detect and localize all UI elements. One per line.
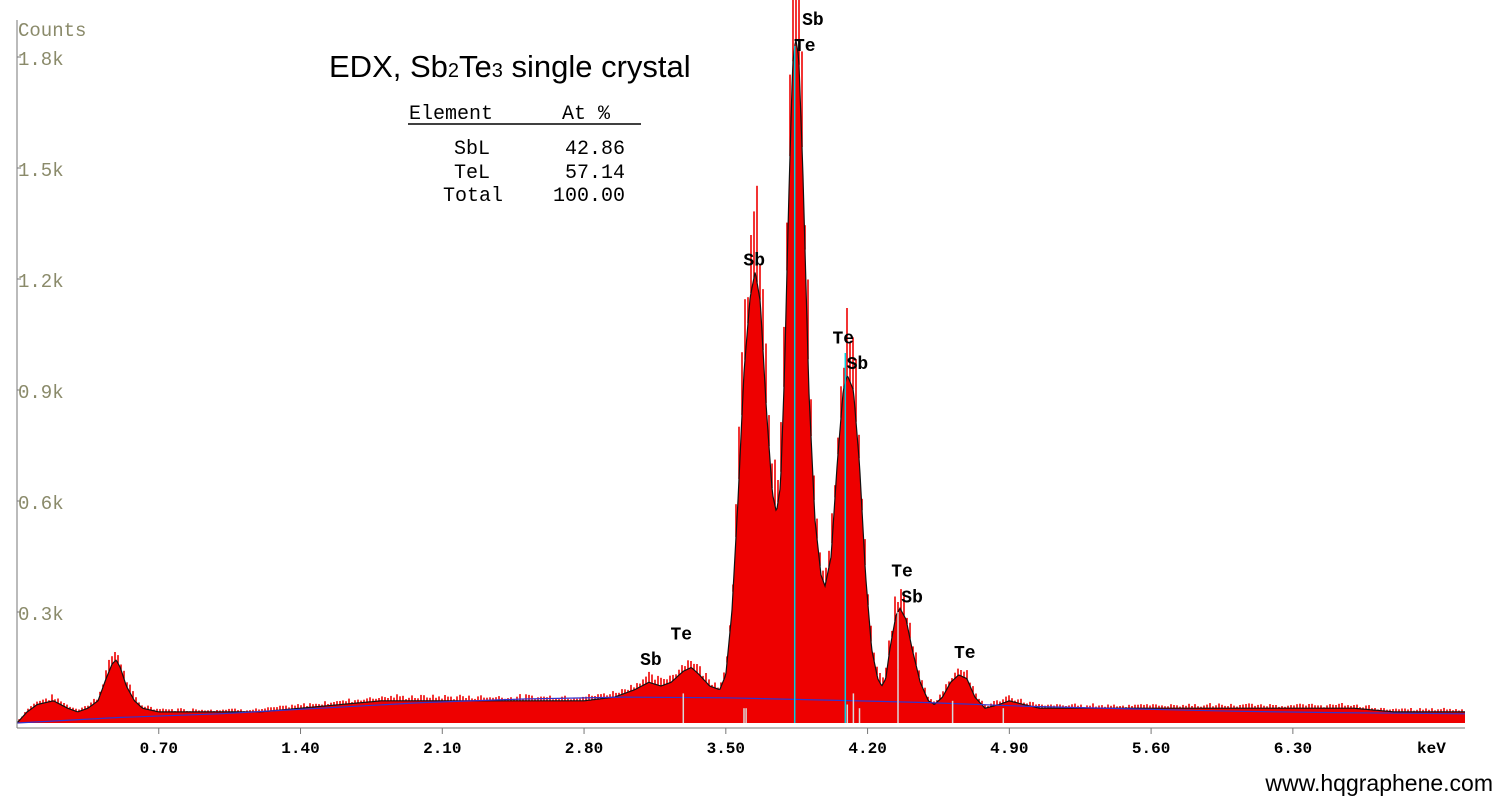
chart-title: EDX, Sb2Te3 single crystal: [329, 49, 691, 84]
table-header-value: At %: [562, 103, 611, 126]
peak-label: Sb: [743, 252, 765, 272]
y-tick-label: 0.9k: [18, 382, 64, 404]
x-axis-ticks: 0.70 1.40 2.10 2.80 3.50 4.20 4.90 5.60 6.30: [140, 728, 1312, 758]
peak-label: Te: [832, 329, 854, 349]
composition-table: Element At % SbL 42.86 TeL 57.14 Total 1…: [408, 103, 641, 208]
element-marker-lines: [682, 45, 1005, 723]
table-row-value: 100.00: [553, 185, 625, 208]
spectrum-area: [17, 40, 1465, 723]
y-tick-label: 0.3k: [18, 604, 64, 626]
x-tick-label: 5.60: [1132, 740, 1170, 758]
title-sub2: 3: [492, 60, 503, 82]
x-tick-label: 6.30: [1274, 740, 1312, 758]
x-tick-label: 1.40: [281, 740, 319, 758]
y-tick-label: 1.8k: [18, 49, 64, 71]
title-post: single crystal: [503, 49, 691, 84]
title-mid: Te: [459, 49, 492, 84]
peak-annotations: Sb Te Sb Te Sb Te Sb Sb Te Te: [640, 11, 976, 671]
website-link[interactable]: www.hqgraphene.com: [1264, 770, 1493, 796]
peak-label: Sb: [847, 355, 869, 375]
title-pre: EDX, Sb: [329, 49, 448, 84]
y-tick-label: 1.2k: [18, 271, 64, 293]
x-tick-label: 2.10: [423, 740, 461, 758]
x-tick-label: 2.80: [565, 740, 603, 758]
table-row-value: 57.14: [565, 162, 625, 185]
y-axis-label: Counts: [18, 20, 86, 42]
x-axis-label: keV: [1417, 740, 1446, 758]
peak-label: Te: [794, 37, 816, 57]
y-tick-label: 1.5k: [18, 160, 64, 182]
x-tick-label: 4.20: [848, 740, 886, 758]
table-header-element: Element: [409, 103, 493, 126]
table-row-element: Total: [443, 185, 503, 208]
peak-label: Te: [891, 562, 913, 582]
table-row-element: SbL: [454, 138, 490, 161]
peak-label: Sb: [802, 11, 824, 31]
x-tick-label: 4.90: [990, 740, 1028, 758]
table-row-value: 42.86: [565, 138, 625, 161]
x-tick-label: 0.70: [140, 740, 178, 758]
y-axis-ticks: 0.3k 0.6k 0.9k 1.2k 1.5k 1.8k: [17, 49, 64, 626]
table-row-element: TeL: [454, 162, 490, 185]
y-tick-label: 0.6k: [18, 493, 64, 515]
peak-label: Te: [670, 625, 692, 645]
title-sub1: 2: [448, 60, 459, 82]
background-fit-line: [16, 696, 1466, 724]
x-tick-label: 3.50: [707, 740, 745, 758]
peak-label: Sb: [901, 588, 923, 608]
peak-label: Sb: [640, 651, 662, 671]
peak-label: Te: [954, 644, 976, 664]
